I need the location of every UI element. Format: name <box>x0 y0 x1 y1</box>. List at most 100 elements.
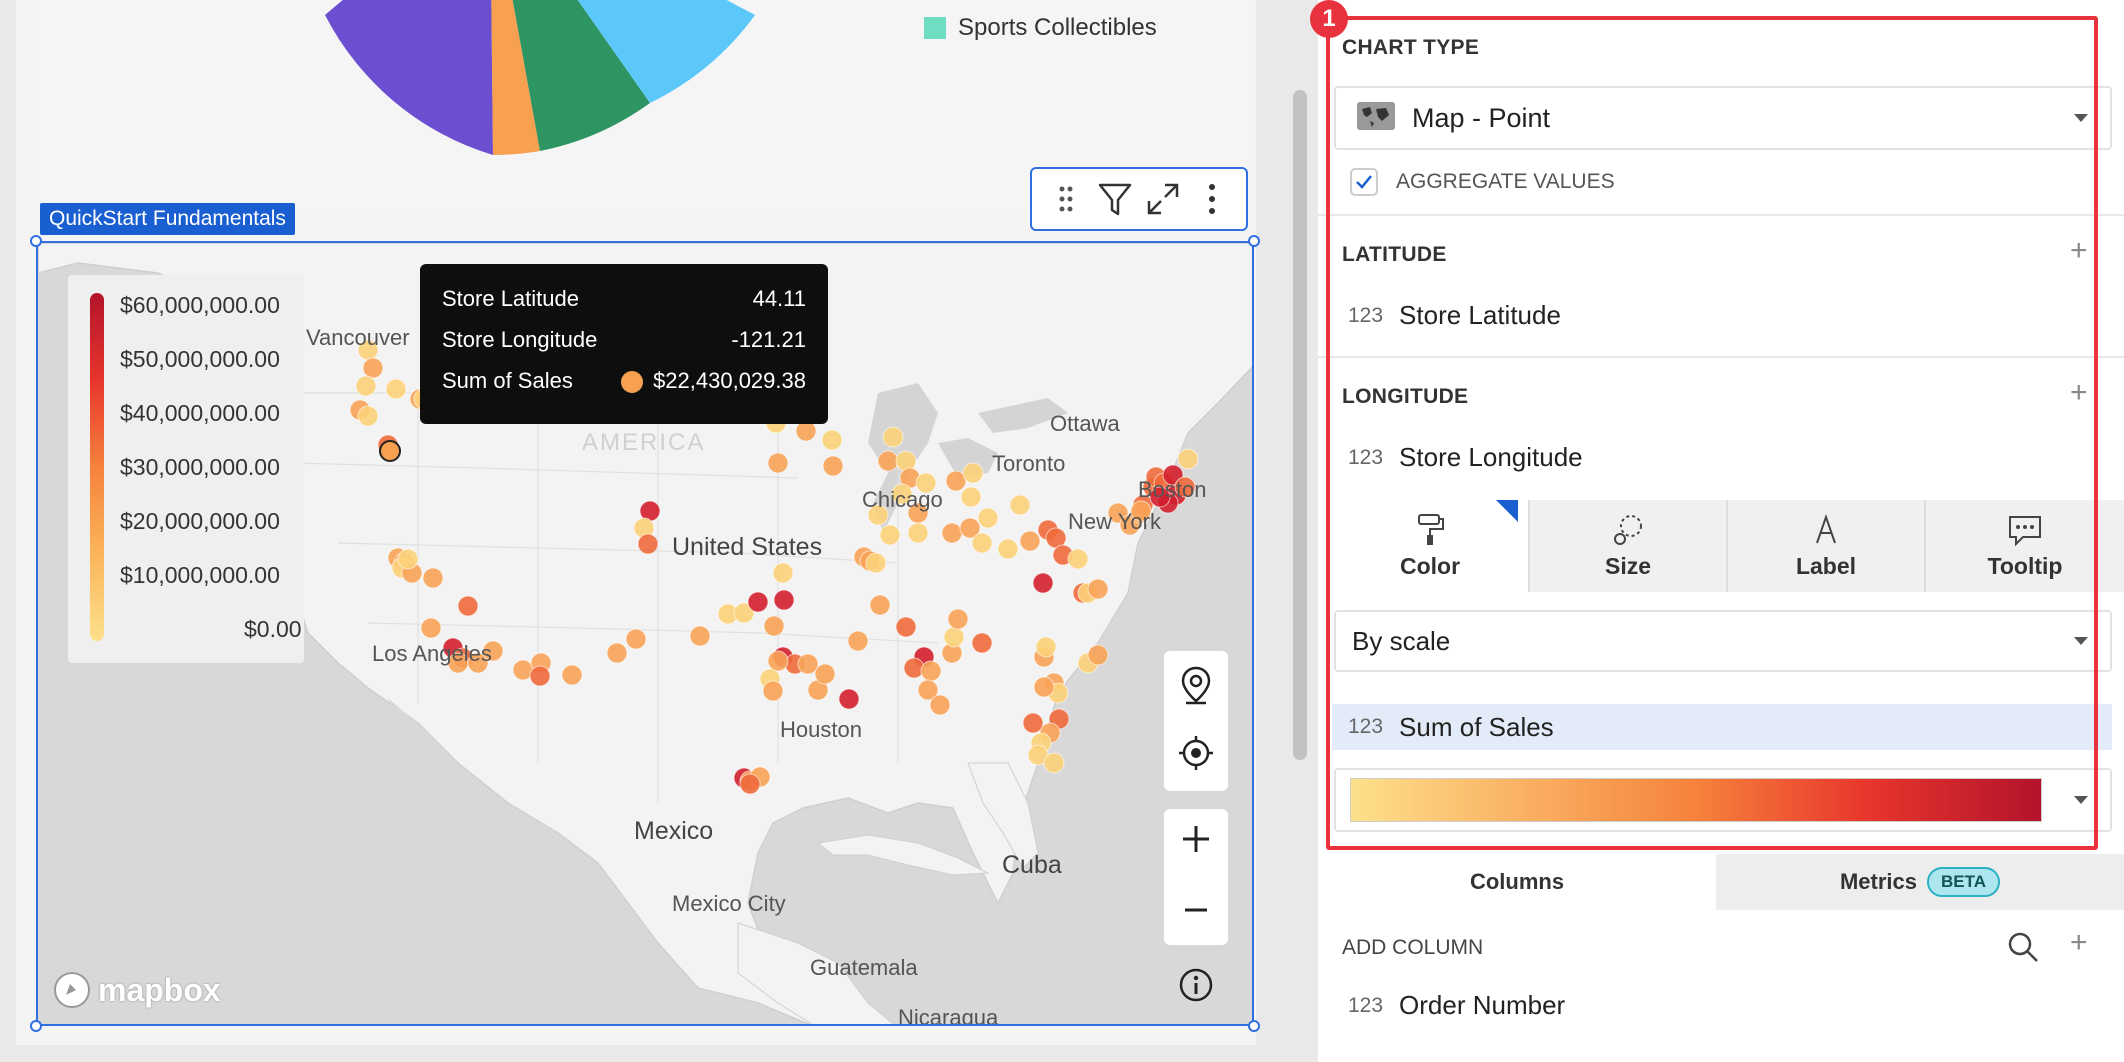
sales-point[interactable] <box>947 608 969 630</box>
sales-point[interactable] <box>422 567 444 589</box>
sales-point[interactable] <box>997 538 1019 560</box>
pie-slice-orange[interactable] <box>490 0 540 155</box>
add-column-icon[interactable]: + <box>2070 926 2088 959</box>
column-order-number[interactable]: 123 Order Number <box>1348 990 1565 1021</box>
sales-point[interactable] <box>960 486 982 508</box>
sales-point[interactable] <box>895 616 917 638</box>
sales-point[interactable] <box>962 462 984 484</box>
sales-point[interactable] <box>882 426 904 448</box>
sales-point[interactable] <box>865 552 887 574</box>
sales-point[interactable] <box>1174 476 1196 498</box>
sales-point[interactable] <box>867 504 889 526</box>
add-latitude-icon[interactable]: + <box>2070 234 2088 267</box>
sales-point[interactable] <box>1022 712 1044 734</box>
sales-point[interactable] <box>1035 636 1057 658</box>
sales-point[interactable] <box>1087 578 1109 600</box>
info-icon[interactable] <box>1178 967 1214 1008</box>
sales-point[interactable] <box>767 650 789 672</box>
sales-point[interactable] <box>869 594 891 616</box>
sales-point[interactable] <box>814 663 836 685</box>
sales-point[interactable] <box>529 665 551 687</box>
pie-slice-green[interactable] <box>490 0 650 151</box>
sales-point[interactable] <box>1149 486 1171 508</box>
color-scale-select[interactable] <box>1334 768 2112 832</box>
pie-slice-blue[interactable] <box>490 0 755 103</box>
zoom-out-icon[interactable] <box>1181 895 1211 930</box>
tab-label[interactable]: Label <box>1728 500 1926 592</box>
tab-tooltip[interactable]: Tooltip <box>1926 500 2124 592</box>
filter-icon[interactable] <box>1093 177 1137 221</box>
drag-handle-icon[interactable] <box>1044 177 1088 221</box>
sales-point[interactable] <box>971 632 993 654</box>
sales-point[interactable] <box>879 524 901 546</box>
sales-point[interactable] <box>747 591 769 613</box>
sales-point[interactable] <box>482 640 504 662</box>
tab-metrics[interactable]: Metrics BETA <box>1716 854 2124 910</box>
more-vertical-icon[interactable] <box>1190 177 1234 221</box>
sales-point[interactable] <box>1130 500 1152 522</box>
sales-point[interactable] <box>733 602 755 624</box>
tab-size[interactable]: Size <box>1530 500 1728 592</box>
resize-handle-top-left[interactable] <box>30 235 42 247</box>
resize-handle-bottom-right[interactable] <box>1248 1020 1260 1032</box>
sales-point[interactable] <box>915 472 937 494</box>
sales-point[interactable] <box>877 450 899 472</box>
sales-point[interactable] <box>920 660 942 682</box>
checkbox-icon[interactable] <box>1350 168 1378 196</box>
sales-point[interactable] <box>763 615 785 637</box>
sales-point[interactable] <box>467 652 489 674</box>
sales-point[interactable] <box>959 517 981 539</box>
resize-handle-bottom-left[interactable] <box>30 1020 42 1032</box>
sales-point[interactable] <box>457 595 479 617</box>
locate-crosshair-icon[interactable] <box>1177 734 1215 777</box>
sales-point[interactable] <box>362 357 384 379</box>
canvas-scrollbar[interactable] <box>1293 90 1307 760</box>
sales-point[interactable] <box>822 455 844 477</box>
resize-handle-top-right[interactable] <box>1248 235 1260 247</box>
sales-point[interactable] <box>420 617 442 639</box>
sales-point[interactable] <box>847 630 869 652</box>
sales-point[interactable] <box>625 628 647 650</box>
location-pin-icon[interactable] <box>1180 665 1212 710</box>
sales-point[interactable] <box>943 626 965 648</box>
sales-point[interactable] <box>357 405 379 427</box>
sales-point[interactable] <box>1043 752 1065 774</box>
sales-point[interactable] <box>917 679 939 701</box>
sales-point[interactable] <box>773 589 795 611</box>
sales-point[interactable] <box>762 680 784 702</box>
sales-point[interactable] <box>1009 494 1031 516</box>
sales-point[interactable] <box>838 688 860 710</box>
sales-point[interactable] <box>1177 448 1199 470</box>
sales-point[interactable] <box>1067 548 1089 570</box>
sales-point[interactable] <box>907 522 929 544</box>
chart-type-select[interactable]: Map - Point <box>1334 86 2112 150</box>
sales-point[interactable] <box>689 625 711 647</box>
tab-columns[interactable]: Columns <box>1318 854 1716 910</box>
sales-point[interactable] <box>971 532 993 554</box>
hovered-sales-point[interactable] <box>379 440 401 462</box>
sales-point[interactable] <box>355 375 377 397</box>
aggregate-values-checkbox[interactable]: AGGREGATE VALUES <box>1350 168 1615 196</box>
mapbox-logo[interactable]: mapbox <box>52 970 221 1010</box>
sales-point[interactable] <box>1019 530 1041 552</box>
sales-point[interactable] <box>739 773 761 795</box>
add-longitude-icon[interactable]: + <box>2070 376 2088 409</box>
sales-point[interactable] <box>941 522 963 544</box>
expand-icon[interactable] <box>1141 177 1185 221</box>
tab-color[interactable]: Color <box>1332 500 1530 592</box>
sales-point[interactable] <box>795 420 817 442</box>
sales-point[interactable] <box>891 483 913 505</box>
sales-point[interactable] <box>797 653 819 675</box>
color-mode-select[interactable]: By scale <box>1334 610 2112 672</box>
sales-point[interactable] <box>637 533 659 555</box>
sales-point[interactable] <box>1033 676 1055 698</box>
sales-point[interactable] <box>1087 644 1109 666</box>
longitude-field[interactable]: 123 Store Longitude <box>1348 442 1583 473</box>
sales-point[interactable] <box>606 642 628 664</box>
sales-point[interactable] <box>945 470 967 492</box>
sales-point[interactable] <box>929 694 951 716</box>
color-field[interactable]: 123 Sum of Sales <box>1332 704 2112 750</box>
sales-point[interactable] <box>772 562 794 584</box>
latitude-field[interactable]: 123 Store Latitude <box>1348 300 1561 331</box>
zoom-in-icon[interactable] <box>1181 824 1211 859</box>
